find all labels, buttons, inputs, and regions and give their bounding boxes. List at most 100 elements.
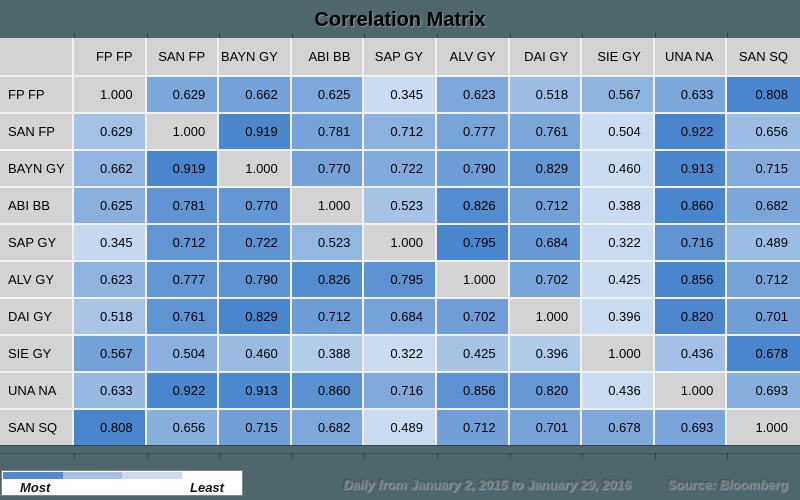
matrix-cell: 0.425: [582, 262, 655, 299]
table-row: BAYN GY 0.662 0.919 1.000 0.770 0.722 0.790 0.8…: [0, 151, 800, 188]
matrix-cell: 0.790: [436, 151, 510, 188]
legend-segment: [3, 472, 63, 479]
legend-most-label: Most: [20, 480, 51, 495]
matrix-cell: 0.656: [727, 114, 800, 151]
matrix-cell: 0.919: [219, 114, 292, 151]
matrix-cell: 0.716: [364, 373, 437, 410]
column-header: SIE GY: [582, 38, 655, 77]
matrix-cell: 0.829: [219, 299, 292, 336]
matrix-cell: 0.633: [654, 77, 728, 114]
row-header: ABI BB: [0, 188, 74, 225]
matrix-cell: 0.388: [291, 336, 365, 373]
matrix-cell: 1.000: [727, 410, 800, 445]
matrix-cell: 0.820: [654, 299, 728, 336]
matrix-cell: 1.000: [74, 77, 147, 114]
matrix-cell: 1.000: [436, 262, 510, 299]
row-header: SIE GY: [0, 336, 74, 373]
matrix-cell: 0.662: [219, 77, 292, 114]
matrix-cell: 0.662: [74, 151, 147, 188]
matrix-cell: 0.623: [74, 262, 147, 299]
matrix-cell: 0.716: [654, 225, 728, 262]
matrix-cell: 1.000: [219, 151, 292, 188]
matrix-cell: 0.678: [582, 410, 655, 445]
page-title: Correlation Matrix: [314, 9, 486, 31]
color-legend: Most Least: [1, 470, 243, 496]
matrix-cell: 0.693: [654, 410, 728, 445]
matrix-cell: 0.922: [654, 114, 728, 151]
axis-tick: [74, 33, 75, 38]
row-header: SAN SQ: [0, 410, 74, 445]
matrix-cell: 0.702: [509, 262, 583, 299]
axis-tick: [364, 33, 365, 38]
row-header: UNA NA: [0, 373, 74, 410]
matrix-cell: 0.623: [436, 77, 510, 114]
matrix-cell: 0.322: [364, 336, 437, 373]
table-row: SAN FP 0.629 1.000 0.919 0.781 0.712 0.777 0.76…: [0, 114, 800, 151]
axis-tick: [655, 453, 656, 459]
legend-segment: [181, 472, 241, 479]
column-header: SAN FP: [146, 38, 220, 77]
column-header: SAP GY: [364, 38, 437, 77]
axis-tick: [219, 453, 220, 459]
matrix-cell: 0.567: [74, 336, 147, 373]
matrix-cell: 0.678: [727, 336, 800, 373]
row-header: FP FP: [0, 77, 74, 114]
matrix-cell: 0.523: [364, 188, 437, 225]
matrix-cell: 0.712: [509, 188, 583, 225]
x-axis-line: [0, 453, 800, 454]
table-row: SIE GY 0.567 0.504 0.460 0.388 0.322 0.425 0.39…: [0, 336, 800, 373]
matrix-cell: 0.722: [219, 225, 292, 262]
matrix-cell: 0.808: [727, 77, 800, 114]
matrix-cell: 0.684: [509, 225, 583, 262]
matrix-cell: 0.489: [364, 410, 437, 445]
matrix-cell: 1.000: [509, 299, 583, 336]
matrix-cell: 0.693: [727, 373, 800, 410]
column-header: DAI GY: [509, 38, 583, 77]
matrix-cell: 0.722: [364, 151, 437, 188]
matrix-cell: 0.701: [727, 299, 800, 336]
matrix-cell: 0.684: [364, 299, 437, 336]
axis-tick: [292, 33, 293, 38]
axis-tick: [219, 33, 220, 38]
matrix-cell: 0.808: [74, 410, 147, 445]
matrix-cell: 0.682: [727, 188, 800, 225]
matrix-cell: 0.322: [582, 225, 655, 262]
matrix-cell: 0.770: [291, 151, 365, 188]
row-header: ALV GY: [0, 262, 74, 299]
matrix-cell: 0.701: [509, 410, 583, 445]
axis-tick: [437, 453, 438, 459]
matrix-cell: 0.781: [146, 188, 220, 225]
matrix-cell: 1.000: [364, 225, 437, 262]
row-header: DAI GY: [0, 299, 74, 336]
matrix-cell: 0.795: [436, 225, 510, 262]
matrix-cell: 0.913: [219, 373, 292, 410]
matrix-cell: 0.656: [146, 410, 220, 445]
matrix-cell: 0.715: [219, 410, 292, 445]
matrix-cell: 0.795: [364, 262, 437, 299]
matrix-cell: 0.860: [654, 188, 728, 225]
matrix-cell: 0.388: [582, 188, 655, 225]
matrix-cell: 0.777: [146, 262, 220, 299]
matrix-cell: 0.489: [727, 225, 800, 262]
axis-tick: [582, 33, 583, 38]
axis-tick: [582, 453, 583, 459]
matrix-cell: 0.919: [146, 151, 220, 188]
header-row: FP FP SAN FP BAYN GY ABI BB SAP GY ALV GY DAI …: [0, 38, 800, 77]
matrix-cell: 0.790: [219, 262, 292, 299]
axis-tick: [510, 33, 511, 38]
column-header: BAYN GY: [219, 38, 292, 77]
matrix-cell: 0.761: [146, 299, 220, 336]
matrix-cell: 0.625: [291, 77, 365, 114]
legend-gradient-bar: [3, 472, 241, 479]
matrix-cell: 0.712: [364, 114, 437, 151]
matrix-cell: 0.826: [291, 262, 365, 299]
matrix-cell: 0.860: [291, 373, 365, 410]
matrix-cell: 0.629: [74, 114, 147, 151]
matrix-cell: 0.345: [364, 77, 437, 114]
matrix-cell: 1.000: [146, 114, 220, 151]
legend-segment: [122, 472, 182, 479]
source-caption: Source: Bloomberg: [667, 477, 788, 492]
row-header: SAP GY: [0, 225, 74, 262]
matrix-cell: 0.436: [654, 336, 728, 373]
matrix-cell: 0.761: [509, 114, 583, 151]
